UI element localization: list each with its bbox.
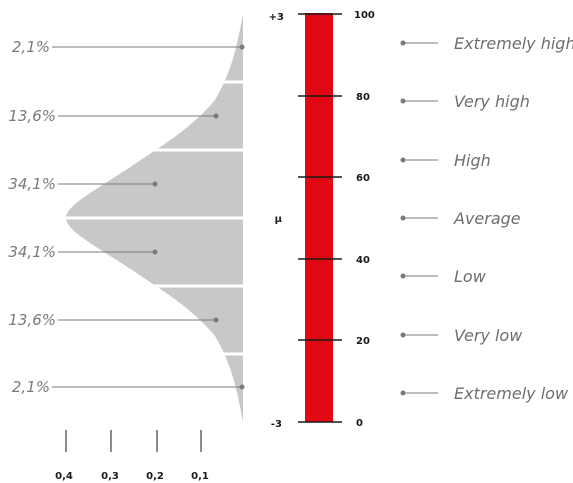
category-labels: Extremely high Very high High Average Lo… [400,34,573,403]
band-percent-label: 13,6% [8,311,56,329]
band-separators [0,80,250,356]
score-tick-label: 40 [356,255,370,266]
density-axis-tick-label: 0,3 [101,471,119,482]
category-label: Average [453,209,521,228]
score-tick-label: 80 [356,92,370,103]
band-percent-label: 2,1% [12,38,50,56]
score-tick-label: 0 [356,418,363,429]
category-label: Low [454,267,487,286]
band-leader-dot [213,317,219,323]
score-tick-label: 20 [356,336,370,347]
band-percent-labels: 2,1% 13,6% 34,1% 34,1% 13,6% 2,1% [8,38,245,396]
band-leader-dot [213,113,219,119]
score-scale: 100 80 60 40 20 0 [298,10,375,429]
density-axis: 0,4 0,3 0,2 0,1 [55,430,209,482]
sigma-scale: +3 μ -3 [269,12,284,430]
category-label: Very low [454,326,523,345]
sigma-label-bottom: -3 [271,419,282,430]
band-leader-dot [239,384,245,390]
band-leader-dot [152,249,158,255]
score-tick-label: 60 [356,173,370,184]
band-percent-label: 34,1% [8,175,56,193]
category-label: Very high [454,92,530,111]
band-percent-label: 34,1% [8,243,56,261]
category-label: High [454,151,491,170]
score-scale-bar [305,13,333,422]
band-percent-label: 2,1% [12,378,50,396]
score-tick-label: 100 [354,10,375,21]
density-axis-tick-label: 0,1 [191,471,209,482]
density-axis-tick-label: 0,2 [146,471,164,482]
band-leader-dot [239,44,245,50]
sigma-label-top: +3 [269,12,284,23]
sigma-label-mean: μ [275,214,283,225]
category-label: Extremely low [454,384,569,403]
category-label: Extremely high [454,34,573,53]
band-percent-label: 13,6% [8,107,56,125]
band-leader-dot [152,181,158,187]
density-axis-tick-label: 0,4 [55,471,73,482]
